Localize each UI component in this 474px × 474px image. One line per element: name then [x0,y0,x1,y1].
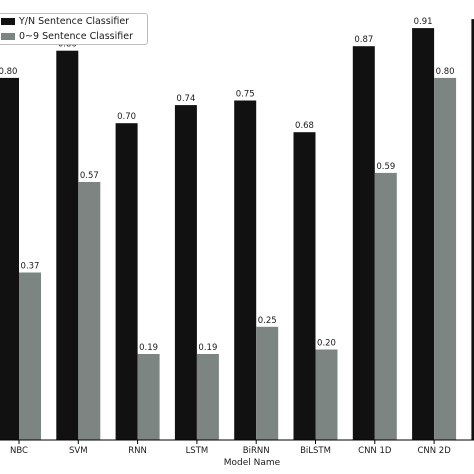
data-label-series-2: 0.25 [258,316,277,326]
x-tick-label: CNN 1D [358,446,392,456]
legend-swatch-series-1 [1,18,15,25]
data-label-series-1: 0.87 [354,35,373,45]
legend-label-series-2: 0~9 Sentence Classifier [19,31,134,42]
x-tick-label: LSTM [186,446,209,456]
bar-series-2-bilstm [315,349,338,440]
bar-series-1-rnn [115,123,138,440]
bar-series-1-bilstm [293,132,316,440]
data-label-series-2: 0.37 [21,262,40,272]
x-axis-label: Model Name [224,458,281,468]
bar-series-2-nbc [19,272,41,440]
bar-series-1-cnn-1d [352,46,375,440]
data-label-series-1: 0.74 [176,94,195,104]
x-tick-label: CNN 2D [417,446,451,456]
x-tick-group: NBC SVM RNN LSTM BiRNN BiLSTM CNN 1D CNN 2D [10,440,451,456]
bar-series-1-nbc [0,77,19,441]
legend: Y/N Sentence Classifier 0~9 Sentence Cla… [0,13,148,45]
data-label-series-1: 0.80 [0,67,17,77]
bar-series-2-birnn [256,326,279,440]
bar-series-2-cnn-1d [374,172,397,440]
bar-series-1-birnn [234,100,257,440]
data-label-series-1: 0.91 [414,17,433,27]
data-label-series-2: 0.57 [80,171,99,181]
data-label-series-2: 0.19 [198,343,217,353]
legend-label-series-1: Y/N Sentence Classifier [19,16,130,27]
bar-series-1-svm [56,50,79,440]
data-label-series-1: 0.70 [117,112,136,122]
data-label-series-2: 0.80 [436,67,455,77]
bar-series-1-lstm [174,105,197,440]
data-label-series-1: 0.75 [236,90,255,100]
data-label-series-1: 0.68 [295,121,314,131]
x-tick-label: BiRNN [243,446,270,456]
x-tick-label: RNN [128,446,147,456]
bar-series-2-lstm [196,354,219,440]
bar-series-1-cat-9 [471,19,474,440]
data-label-series-2: 0.20 [317,339,336,349]
x-tick-label: NBC [10,446,28,456]
legend-entry-series-1: Y/N Sentence Classifier [1,16,129,27]
x-tick-label: BiLSTM [300,446,331,456]
legend-entry-series-2: 0~9 Sentence Classifier [1,31,133,42]
x-tick-label: SVM [69,446,88,456]
legend-swatch-series-2 [1,33,15,40]
data-label-series-2: 0.59 [376,162,395,172]
bar-series-2-svm [78,182,101,440]
bar-series-2-cnn-2d [434,77,457,441]
bar-series-2-rnn [137,354,160,440]
bar-series-1-cnn-2d [412,28,435,440]
bars-group [0,19,474,441]
data-label-series-2: 0.19 [139,343,158,353]
